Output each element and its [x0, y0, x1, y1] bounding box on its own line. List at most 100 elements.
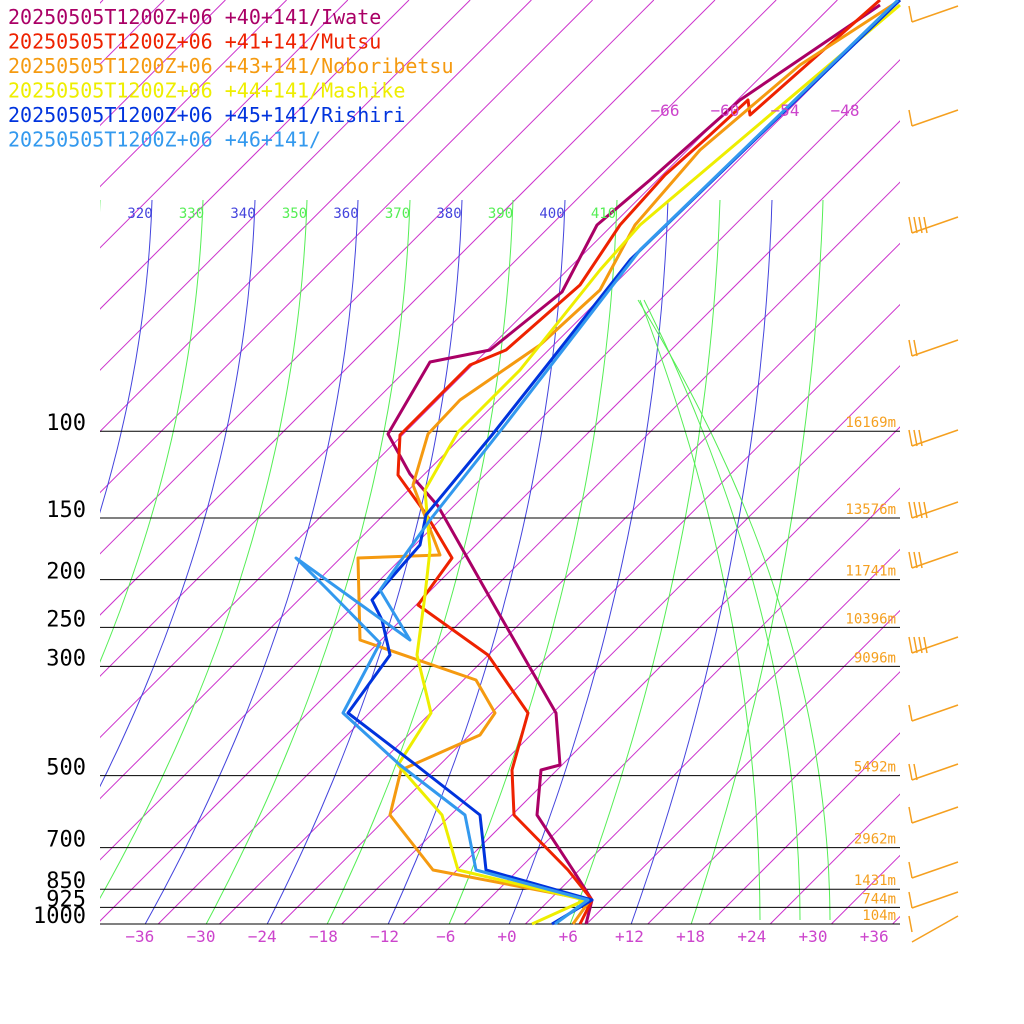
- theta-label: 370: [385, 206, 410, 222]
- isotherm: [1015, 0, 1024, 924]
- isotherm: [100, 0, 349, 249]
- theta-curve: [144, 199, 359, 924]
- wind-barb: [908, 551, 959, 569]
- temp-tick: +36: [860, 927, 889, 946]
- theta-label: 360: [333, 206, 358, 222]
- isotherm: [100, 0, 716, 616]
- theta-label: 340: [230, 206, 255, 222]
- wind-barb: [908, 339, 959, 357]
- temp-tick: −18: [309, 927, 338, 946]
- height-label: 1431m: [854, 873, 896, 889]
- wind-barb: [908, 429, 959, 447]
- temp-tick: +30: [799, 927, 828, 946]
- pressure-label: 200: [46, 560, 86, 585]
- legend-entry: 20250505T1200Z+06 +40+141/Iwate: [8, 5, 381, 29]
- isotherm: [402, 426, 900, 924]
- barb-feather: [913, 763, 918, 781]
- wind-barb: [908, 704, 959, 722]
- barb-staff: [911, 109, 959, 127]
- isotherm: [586, 609, 900, 924]
- upper-temp-label: −60: [711, 101, 740, 120]
- barb-feather: [908, 339, 913, 357]
- barb-feather: [923, 501, 928, 519]
- pressure-label: 1000: [33, 904, 86, 929]
- barb-feather: [913, 429, 918, 447]
- theta-curve: [643, 299, 801, 921]
- isotherm: [769, 793, 900, 924]
- isotherm: [100, 0, 655, 555]
- barb-feather: [918, 429, 923, 447]
- isotherm: [100, 120, 900, 922]
- isotherm: [647, 671, 900, 924]
- wind-barb: [908, 501, 959, 519]
- isotherm: [157, 181, 900, 924]
- theta-curve: [690, 199, 824, 924]
- wind-barb: [908, 109, 959, 127]
- isotherm: [100, 0, 471, 371]
- isotherm: [708, 732, 900, 924]
- barb-staff: [911, 763, 959, 781]
- isotherm: [463, 487, 900, 924]
- upper-temp-label: −66: [651, 101, 680, 120]
- pressure-label: 700: [46, 828, 86, 853]
- barb-feather: [913, 216, 918, 234]
- theta-curve: [266, 199, 463, 924]
- theta-curve: [100, 199, 153, 514]
- sounding-profiles: [294, 0, 902, 926]
- barb-staff: [911, 806, 959, 824]
- legend-entry: 20250505T1200Z+06 +45+141/Rishiri: [8, 103, 405, 127]
- barb-staff: [911, 636, 959, 654]
- temp-tick: +0: [497, 927, 516, 946]
- isotherm: [341, 365, 900, 924]
- barb-feather: [908, 704, 913, 722]
- height-label: 11741m: [845, 564, 896, 580]
- temp-tick: −36: [125, 927, 154, 946]
- barb-feather: [923, 216, 928, 234]
- height-label: 5492m: [854, 760, 896, 776]
- legend-entry: 20250505T1200Z+06 +41+141/Mutsu: [8, 30, 381, 54]
- barb-staff: [911, 551, 959, 569]
- isotherm: [831, 854, 900, 924]
- theta-curve: [205, 199, 411, 924]
- axis-labels: 100 16169m 150 13576m 200 11741m 250 10396m 300 9…: [33, 101, 896, 946]
- barb-feather: [908, 429, 913, 447]
- isobar-lines: [100, 430, 900, 925]
- upper-temp-label: −48: [831, 101, 860, 120]
- theta-label: 330: [179, 206, 204, 222]
- legend-entry: 20250505T1200Z+06 +46+141/: [8, 128, 321, 152]
- isotherm: [280, 303, 900, 924]
- theta-label: 400: [539, 206, 564, 222]
- barb-staff: [911, 861, 959, 879]
- theta-label: 410: [591, 206, 616, 222]
- theta-curve: [637, 299, 831, 921]
- isotherm: [100, 59, 900, 861]
- legend-entry: 20250505T1200Z+06 +43+141/Noboribetsu: [8, 54, 454, 78]
- barb-staff: [911, 501, 959, 519]
- wind-barbs: [908, 5, 959, 943]
- wind-barb: [908, 5, 959, 23]
- barb-staff: [911, 704, 959, 722]
- barb-feather: [908, 763, 913, 781]
- sounding-line: [396, 0, 881, 925]
- isotherm-lines: [100, 0, 1024, 924]
- legend: 20250505T1200Z+06 +40+141/Iwate20250505T…: [8, 5, 454, 152]
- height-label: 104m: [862, 908, 896, 924]
- barb-feather: [913, 339, 918, 357]
- temp-tick: +18: [676, 927, 705, 946]
- barb-feather: [918, 636, 923, 654]
- pressure-label: 850: [46, 869, 86, 894]
- temp-tick: −30: [187, 927, 216, 946]
- barb-staff: [911, 429, 959, 447]
- height-label: 744m: [862, 891, 896, 907]
- upper-temp-label: −54: [771, 101, 800, 120]
- theta-label: 350: [282, 206, 307, 222]
- theta-label: 380: [436, 206, 461, 222]
- barb-feather: [918, 551, 923, 569]
- sounding-line: [346, 0, 902, 926]
- temp-tick: −6: [436, 927, 455, 946]
- isotherm: [525, 548, 900, 924]
- sounding-line: [294, 0, 900, 926]
- wind-barb: [908, 915, 959, 943]
- barb-staff: [911, 339, 959, 357]
